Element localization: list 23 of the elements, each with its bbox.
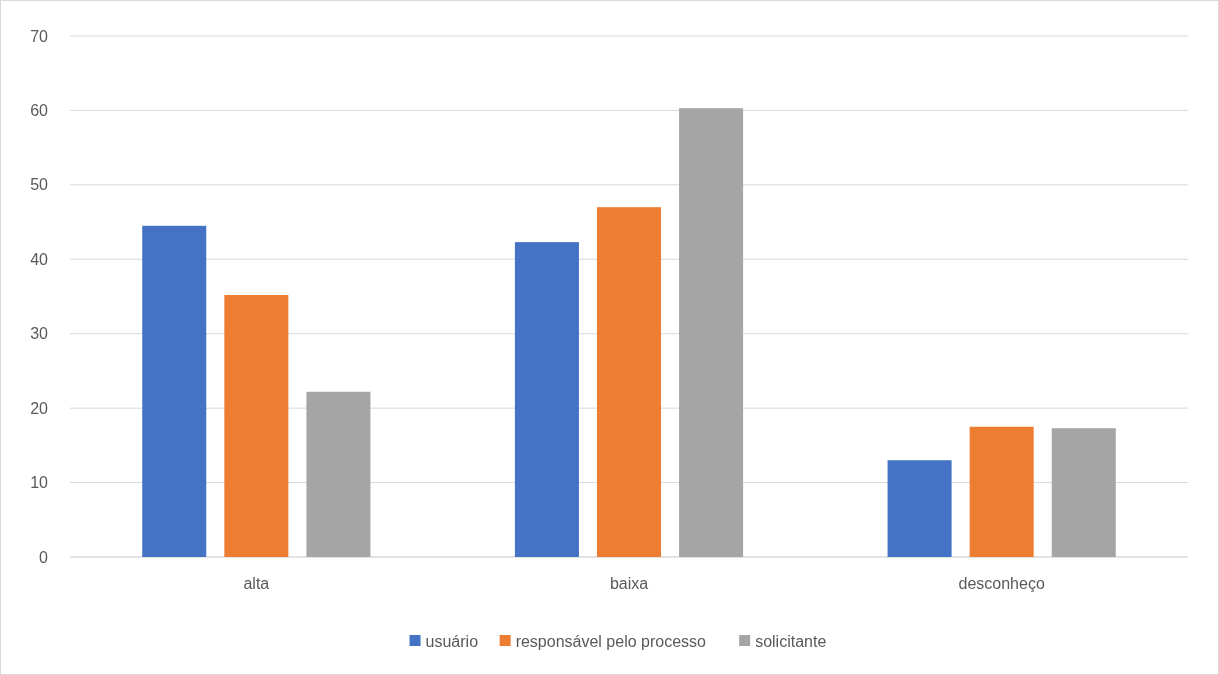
bar bbox=[306, 391, 371, 557]
x-tick-label: desconheço bbox=[958, 575, 1045, 592]
legend-label: solicitante bbox=[755, 632, 827, 650]
y-tick-label: 60 bbox=[30, 102, 49, 120]
bar bbox=[142, 225, 207, 557]
y-tick-label: 50 bbox=[30, 176, 49, 194]
y-tick-label: 70 bbox=[30, 27, 49, 45]
y-tick-label: 40 bbox=[30, 250, 49, 268]
y-tick-label: 20 bbox=[30, 399, 49, 417]
x-tick-label: baixa bbox=[609, 575, 649, 592]
y-tick-label: 0 bbox=[39, 548, 49, 566]
bar bbox=[514, 242, 579, 557]
y-tick-label: 30 bbox=[30, 325, 49, 343]
bar bbox=[1051, 428, 1116, 557]
x-tick-label: alta bbox=[243, 575, 270, 592]
bar bbox=[224, 295, 289, 557]
y-tick-label: 10 bbox=[30, 474, 49, 492]
legend-label: responsável pelo processo bbox=[515, 632, 707, 650]
bar bbox=[679, 108, 744, 557]
legend-label: usuário bbox=[425, 632, 479, 650]
bar bbox=[596, 207, 662, 557]
bar bbox=[969, 426, 1034, 557]
bar bbox=[887, 460, 952, 557]
